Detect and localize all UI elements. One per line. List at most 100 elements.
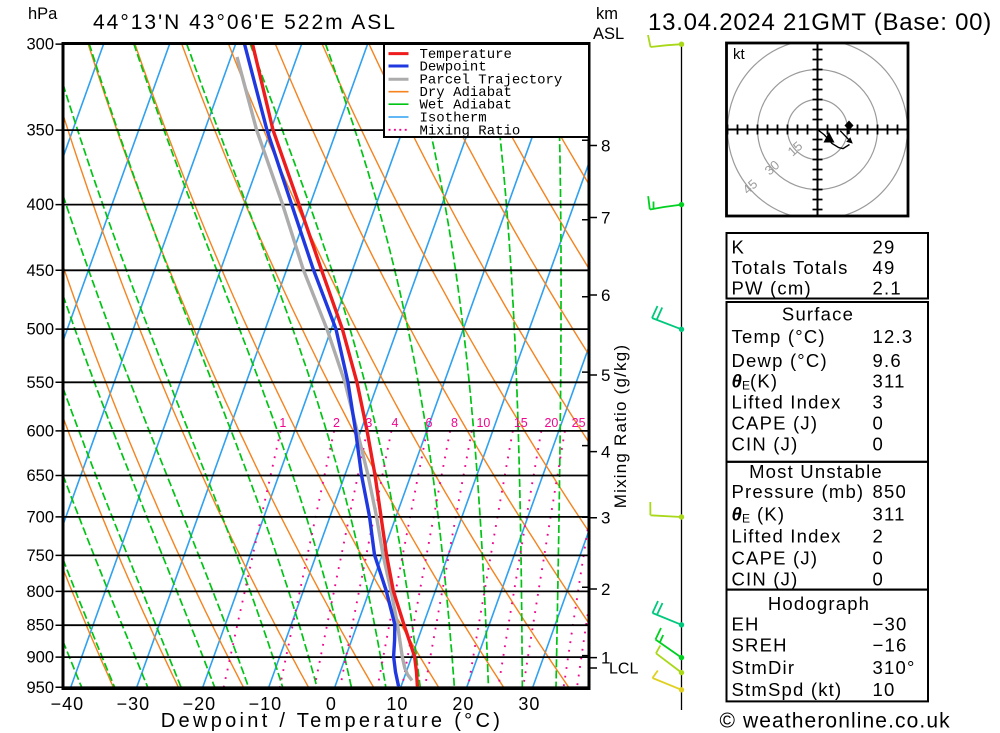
svg-text:E: E (742, 379, 750, 393)
svg-text:(K): (K) (750, 371, 778, 392)
svg-text:© weatheronline.co.uk: © weatheronline.co.uk (720, 710, 951, 733)
svg-text:350: 350 (26, 122, 54, 140)
svg-text:−30: −30 (873, 614, 908, 635)
svg-text:3: 3 (873, 392, 885, 413)
svg-text:300: 300 (26, 36, 54, 54)
svg-text:Lifted Index: Lifted Index (732, 526, 842, 547)
svg-text:StmSpd (kt): StmSpd (kt) (732, 679, 843, 700)
svg-text:Dewpoint / Temperature (°C): Dewpoint / Temperature (°C) (161, 710, 503, 732)
svg-text:Parcel Trajectory: Parcel Trajectory (420, 73, 563, 89)
svg-text:kt: kt (733, 46, 746, 63)
svg-text:0: 0 (873, 569, 885, 590)
svg-text:−16: −16 (873, 635, 908, 656)
svg-text:29: 29 (873, 237, 896, 258)
svg-text:Mixing Ratio (g/kg): Mixing Ratio (g/kg) (611, 344, 630, 509)
svg-text:Totals Totals: Totals Totals (732, 257, 849, 278)
svg-text:10: 10 (873, 679, 896, 700)
svg-text:0: 0 (873, 434, 885, 455)
svg-text:13.04.2024 21GMT (Base: 00): 13.04.2024 21GMT (Base: 00) (648, 9, 992, 36)
svg-text:−30: −30 (117, 694, 151, 714)
svg-text:12.3: 12.3 (873, 326, 914, 347)
svg-text:Wet Adiabat: Wet Adiabat (420, 98, 512, 114)
svg-text:CIN (J): CIN (J) (732, 434, 799, 455)
svg-text:1: 1 (601, 649, 610, 668)
svg-text:25: 25 (572, 416, 586, 430)
svg-text:0: 0 (873, 413, 885, 434)
svg-text:Lifted Index: Lifted Index (732, 392, 842, 413)
svg-text:6: 6 (601, 286, 610, 305)
svg-text:10: 10 (476, 416, 490, 430)
svg-text:K: K (732, 237, 746, 258)
svg-text:650: 650 (26, 467, 54, 485)
svg-text:Mixing Ratio: Mixing Ratio (420, 123, 521, 139)
svg-text:Hodograph: Hodograph (768, 593, 870, 614)
svg-text:30: 30 (518, 694, 540, 714)
svg-text:ASL: ASL (593, 25, 624, 43)
svg-text:2: 2 (601, 580, 610, 599)
svg-text:600: 600 (26, 422, 54, 440)
svg-text:Dewpoint: Dewpoint (420, 60, 487, 76)
svg-text:hPa: hPa (28, 5, 58, 23)
svg-text:Dewp (°C): Dewp (°C) (732, 350, 828, 371)
svg-text:Pressure (mb): Pressure (mb) (732, 481, 865, 502)
svg-text:900: 900 (26, 649, 54, 667)
svg-text:Dry Adiabat: Dry Adiabat (420, 85, 512, 101)
svg-text:km: km (596, 5, 618, 23)
svg-text:9.6: 9.6 (873, 350, 902, 371)
svg-text:5: 5 (601, 366, 610, 385)
svg-text:49: 49 (873, 257, 896, 278)
svg-text:20: 20 (452, 694, 474, 714)
svg-text:0: 0 (873, 548, 885, 569)
svg-text:2.1: 2.1 (873, 278, 902, 299)
svg-text:500: 500 (26, 321, 54, 339)
svg-text:8: 8 (451, 416, 458, 430)
svg-text:−10: −10 (249, 694, 283, 714)
svg-text:−20: −20 (183, 694, 217, 714)
svg-text:700: 700 (26, 508, 54, 526)
svg-text:Temp (°C): Temp (°C) (732, 326, 826, 347)
svg-text:800: 800 (26, 583, 54, 601)
svg-text:20: 20 (544, 416, 558, 430)
svg-text:PW (cm): PW (cm) (732, 278, 812, 299)
svg-text:4: 4 (601, 443, 610, 462)
svg-text:310°: 310° (873, 657, 916, 678)
svg-text:311: 311 (873, 504, 906, 525)
svg-text:3: 3 (601, 509, 610, 528)
svg-text:10: 10 (386, 694, 408, 714)
svg-text:CAPE (J): CAPE (J) (732, 548, 819, 569)
svg-text:750: 750 (26, 547, 54, 565)
svg-text:EH: EH (732, 614, 760, 635)
svg-text:850: 850 (26, 617, 54, 635)
svg-text:1: 1 (279, 416, 286, 430)
svg-text:0: 0 (326, 694, 337, 714)
svg-text:950: 950 (26, 679, 54, 697)
svg-text:4: 4 (392, 416, 399, 430)
svg-text:LCL: LCL (609, 661, 638, 678)
svg-text:550: 550 (26, 374, 54, 392)
svg-text:450: 450 (26, 262, 54, 280)
svg-text:E: E (742, 512, 750, 526)
svg-text:Surface: Surface (782, 304, 854, 325)
svg-text:400: 400 (26, 196, 54, 214)
svg-text:7: 7 (601, 209, 610, 228)
svg-text:(K): (K) (757, 504, 785, 525)
svg-text:CIN (J): CIN (J) (732, 569, 799, 590)
svg-text:−40: −40 (51, 694, 85, 714)
svg-text:3: 3 (365, 416, 372, 430)
svg-text:CAPE (J): CAPE (J) (732, 413, 819, 434)
svg-text:SREH: SREH (732, 635, 788, 656)
svg-text:θ: θ (732, 371, 744, 392)
svg-text:850: 850 (873, 481, 907, 502)
svg-text:6: 6 (426, 416, 433, 430)
svg-text:44°13'N 43°06'E 522m ASL: 44°13'N 43°06'E 522m ASL (93, 11, 397, 34)
svg-text:2: 2 (333, 416, 340, 430)
svg-text:Most Unstable: Most Unstable (749, 461, 883, 482)
svg-text:311: 311 (873, 371, 906, 392)
svg-text:8: 8 (601, 137, 610, 156)
svg-text:Temperature: Temperature (420, 47, 512, 63)
svg-text:15: 15 (514, 416, 528, 430)
svg-text:2: 2 (873, 526, 885, 547)
svg-text:StmDir: StmDir (732, 657, 796, 678)
svg-text:Isotherm: Isotherm (420, 111, 487, 127)
svg-text:θ: θ (732, 504, 744, 525)
